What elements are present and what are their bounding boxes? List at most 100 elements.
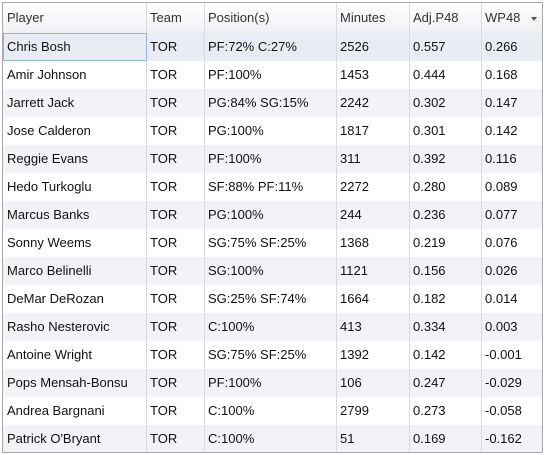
table-row[interactable]: Jose Calderon TOR PG:100% 1817 0.301 0.142	[3, 117, 542, 145]
table-cell: TOR	[150, 235, 178, 250]
table-cell: -0.162	[485, 431, 522, 446]
column-header[interactable]: Position(s)	[208, 10, 270, 25]
table-cell: 1368	[340, 235, 369, 250]
column-header[interactable]: Team	[150, 10, 182, 25]
table-cell: TOR	[150, 151, 178, 166]
table-cell: 0.247	[413, 375, 446, 390]
column-header[interactable]: Adj.P48	[413, 10, 459, 25]
table-cell: SF:88% PF:11%	[208, 179, 304, 194]
table-row[interactable]: Pops Mensah-Bonsu TOR PF:100% 106 0.247 -0.02…	[3, 369, 542, 397]
table-cell: TOR	[150, 375, 178, 390]
table-cell: 0.147	[485, 95, 518, 110]
table-cell: 2799	[340, 403, 369, 418]
table-cell: Chris Bosh	[7, 39, 71, 54]
table-cell: 0.280	[413, 179, 446, 194]
table-cell: PG:100%	[208, 123, 264, 138]
table-cell: 1817	[340, 123, 369, 138]
table-row[interactable]: Amir Johnson TOR PF:100% 1453 0.444 0.168	[3, 61, 542, 89]
table-row[interactable]: Jarrett Jack TOR PG:84% SG:15% 2242 0.302 0.1…	[3, 89, 542, 117]
table-row[interactable]: Chris Bosh TOR PF:72% C:27% 2526 0.557 0.266	[3, 33, 542, 61]
table-cell: 0.557	[413, 39, 446, 54]
table-cell: PG:84% SG:15%	[208, 95, 309, 110]
table-cell: 0.026	[485, 263, 518, 278]
table-cell: C:100%	[208, 431, 255, 446]
table-cell: TOR	[150, 263, 178, 278]
table-cell: 413	[340, 319, 362, 334]
table-cell: TOR	[150, 95, 178, 110]
column-divider	[204, 3, 205, 452]
table-cell: TOR	[150, 431, 178, 446]
table-cell: 0.236	[413, 207, 446, 222]
table-cell: 0.266	[485, 39, 518, 54]
table-cell: Jose Calderon	[7, 123, 91, 138]
sort-indicator	[531, 17, 537, 21]
table-cell: 1121	[340, 263, 368, 278]
table-cell: 0.076	[485, 235, 518, 250]
table-cell: Andrea Bargnani	[7, 403, 105, 418]
table-cell: 0.273	[413, 403, 446, 418]
column-divider	[336, 3, 337, 452]
column-divider	[146, 3, 147, 452]
table-cell: SG:75% SF:25%	[208, 235, 307, 250]
table-cell: TOR	[150, 39, 178, 54]
table-cell: SG:100%	[208, 263, 264, 278]
table-cell: Jarrett Jack	[7, 95, 75, 110]
table-row[interactable]: Marcus Banks TOR PG:100% 244 0.236 0.077	[3, 201, 542, 229]
table-cell: Amir Johnson	[7, 67, 87, 82]
column-header[interactable]: Minutes	[340, 10, 386, 25]
table-cell: TOR	[150, 179, 178, 194]
selected-cell	[3, 33, 147, 61]
table-cell: Pops Mensah-Bonsu	[7, 375, 128, 390]
table-cell: PF:100%	[208, 151, 262, 166]
table-cell: 0.182	[413, 291, 446, 306]
table-cell: SG:75% SF:25%	[208, 347, 307, 362]
table-row[interactable]: Sonny Weems TOR SG:75% SF:25% 1368 0.219 0.07…	[3, 229, 542, 257]
table-cell: 311	[340, 151, 361, 166]
table-cell: SG:25% SF:74%	[208, 291, 307, 306]
table-cell: TOR	[150, 291, 178, 306]
table-row[interactable]: Marco Belinelli TOR SG:100% 1121 0.156 0.026	[3, 257, 542, 285]
table-cell: Antoine Wright	[7, 347, 93, 362]
table-cell: 0.392	[413, 151, 446, 166]
column-header[interactable]: Player	[7, 10, 44, 25]
table-row[interactable]: Reggie Evans TOR PF:100% 311 0.392 0.116	[3, 145, 542, 173]
table-row[interactable]: Hedo Turkoglu TOR SF:88% PF:11% 2272 0.280 0.…	[3, 173, 542, 201]
table-cell: Sonny Weems	[7, 235, 92, 250]
table-cell: 0.142	[413, 347, 446, 362]
column-header[interactable]: WP48	[485, 10, 521, 25]
table-cell: 106	[340, 375, 362, 390]
table-cell: -0.029	[485, 375, 522, 390]
table-row[interactable]: Rasho Nesterovic TOR C:100% 413 0.334 0.003	[3, 313, 542, 341]
table-cell: 244	[340, 207, 362, 222]
column-divider	[409, 3, 410, 452]
table-cell: 0.142	[485, 123, 518, 138]
column-divider	[481, 3, 482, 452]
table-cell: TOR	[150, 319, 178, 334]
table-cell: 2242	[340, 95, 369, 110]
table-row[interactable]: Antoine Wright TOR SG:75% SF:25% 1392 0.142 -…	[3, 341, 542, 369]
table-row[interactable]: Andrea Bargnani TOR C:100% 2799 0.273 -0.058	[3, 397, 542, 425]
table-cell: TOR	[150, 123, 178, 138]
table-cell: Reggie Evans	[7, 151, 88, 166]
table-cell: Marco Belinelli	[7, 263, 92, 278]
table-cell: -0.001	[485, 347, 522, 362]
table-cell: Marcus Banks	[7, 207, 90, 222]
table-row[interactable]: Patrick O'Bryant TOR C:100% 51 0.169 -0.162	[3, 425, 542, 452]
table-cell: 0.156	[413, 263, 446, 278]
header-row: Player Team Position(s) Minutes Adj.P48 WP48	[3, 3, 542, 34]
table-cell: C:100%	[208, 319, 255, 334]
table-cell: 0.169	[413, 431, 446, 446]
table-cell: 0.444	[413, 67, 446, 82]
table-cell: DeMar DeRozan	[7, 291, 104, 306]
table-cell: TOR	[150, 347, 178, 362]
table-cell: 2526	[340, 39, 369, 54]
table-cell: 2272	[340, 179, 369, 194]
table-cell: 0.334	[413, 319, 446, 334]
table-row[interactable]: DeMar DeRozan TOR SG:25% SF:74% 1664 0.182 0.…	[3, 285, 542, 313]
table-cell: TOR	[150, 403, 178, 418]
table-cell: C:100%	[208, 403, 255, 418]
table-cell: 0.168	[485, 67, 518, 82]
table-cell: PF:100%	[208, 67, 262, 82]
